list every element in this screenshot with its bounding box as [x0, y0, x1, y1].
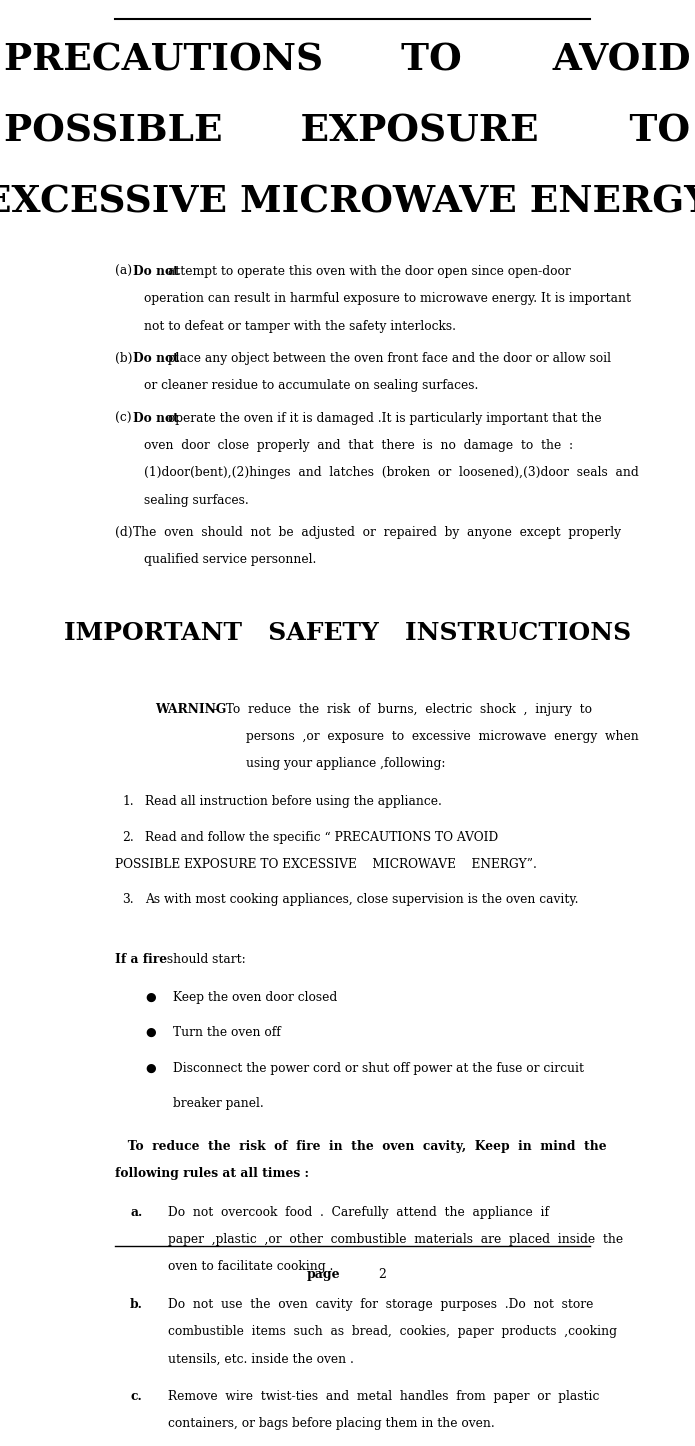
Text: 1.: 1.: [122, 795, 134, 808]
Text: utensils, etc. inside the oven .: utensils, etc. inside the oven .: [168, 1352, 354, 1365]
Text: Do not: Do not: [133, 353, 179, 366]
Text: EXCESSIVE MICROWAVE ENERGY: EXCESSIVE MICROWAVE ENERGY: [0, 184, 695, 221]
Text: ●: ●: [145, 1061, 156, 1074]
Text: Read and follow the specific “ PRECAUTIONS TO AVOID: Read and follow the specific “ PRECAUTIO…: [145, 830, 498, 843]
Text: The  oven  should  not  be  adjusted  or  repaired  by  anyone  except  properly: The oven should not be adjusted or repai…: [133, 526, 621, 539]
Text: PRECAUTIONS      TO       AVOID: PRECAUTIONS TO AVOID: [4, 42, 691, 78]
Text: ●: ●: [145, 991, 156, 1004]
Text: IMPORTANT   SAFETY   INSTRUCTIONS: IMPORTANT SAFETY INSTRUCTIONS: [64, 622, 631, 645]
Text: sealing surfaces.: sealing surfaces.: [144, 493, 249, 506]
Text: Turn the oven off: Turn the oven off: [173, 1027, 281, 1040]
Text: attempt to operate this oven with the door open since open-door: attempt to operate this oven with the do…: [165, 265, 571, 278]
Text: ●: ●: [145, 1027, 156, 1040]
Text: POSSIBLE EXPOSURE TO EXCESSIVE    MICROWAVE    ENERGY”.: POSSIBLE EXPOSURE TO EXCESSIVE MICROWAVE…: [115, 857, 537, 870]
Text: containers, or bags before placing them in the oven.: containers, or bags before placing them …: [168, 1417, 495, 1430]
Text: or cleaner residue to accumulate on sealing surfaces.: or cleaner residue to accumulate on seal…: [144, 379, 478, 392]
Text: should start:: should start:: [163, 953, 246, 966]
Text: (b): (b): [115, 353, 133, 366]
Text: Read all instruction before using the appliance.: Read all instruction before using the ap…: [145, 795, 442, 808]
Text: persons  ,or  exposure  to  excessive  microwave  energy  when: persons ,or exposure to excessive microw…: [246, 730, 639, 743]
Text: If a fire: If a fire: [115, 953, 167, 966]
Text: Keep the oven door closed: Keep the oven door closed: [173, 991, 337, 1004]
Text: WARNING: WARNING: [156, 703, 227, 716]
Text: (1)door(bent),(2)hinges  and  latches  (broken  or  loosened),(3)door  seals  an: (1)door(bent),(2)hinges and latches (bro…: [144, 467, 639, 480]
Text: (c): (c): [115, 412, 131, 425]
Text: Do not: Do not: [133, 265, 179, 278]
Text: not to defeat or tamper with the safety interlocks.: not to defeat or tamper with the safety …: [144, 320, 456, 333]
Text: a.: a.: [130, 1206, 142, 1219]
Text: Do  not  use  the  oven  cavity  for  storage  purposes  .Do  not  store: Do not use the oven cavity for storage p…: [168, 1299, 594, 1312]
Text: operation can result in harmful exposure to microwave energy. It is important: operation can result in harmful exposure…: [144, 292, 631, 305]
Text: qualified service personnel.: qualified service personnel.: [144, 554, 316, 567]
Text: page: page: [307, 1268, 341, 1281]
Text: POSSIBLE      EXPOSURE       TO: POSSIBLE EXPOSURE TO: [4, 113, 691, 149]
Text: –  To  reduce  the  risk  of  burns,  electric  shock  ,  injury  to: – To reduce the risk of burns, electric …: [208, 703, 592, 716]
Text: using your appliance ,following:: using your appliance ,following:: [246, 758, 446, 771]
Text: paper  ,plastic  ,or  other  combustible  materials  are  placed  inside  the: paper ,plastic ,or other combustible mat…: [168, 1232, 623, 1245]
Text: combustible  items  such  as  bread,  cookies,  paper  products  ,cooking: combustible items such as bread, cookies…: [168, 1325, 617, 1338]
Text: oven  door  close  properly  and  that  there  is  no  damage  to  the  :: oven door close properly and that there …: [144, 440, 573, 453]
Text: (d): (d): [115, 526, 133, 539]
Text: 2.: 2.: [122, 830, 134, 843]
Text: Do not: Do not: [133, 412, 179, 425]
Text: Disconnect the power cord or shut off power at the fuse or circuit: Disconnect the power cord or shut off po…: [173, 1061, 584, 1074]
Text: Do  not  overcook  food  .  Carefully  attend  the  appliance  if: Do not overcook food . Carefully attend …: [168, 1206, 549, 1219]
Text: 2: 2: [378, 1268, 386, 1281]
Text: (a): (a): [115, 265, 132, 278]
Text: place any object between the oven front face and the door or allow soil: place any object between the oven front …: [165, 353, 612, 366]
Text: 3.: 3.: [122, 894, 134, 907]
Text: As with most cooking appliances, close supervision is the oven cavity.: As with most cooking appliances, close s…: [145, 894, 579, 907]
Text: To  reduce  the  risk  of  fire  in  the  oven  cavity,  Keep  in  mind  the: To reduce the risk of fire in the oven c…: [115, 1141, 607, 1154]
Text: oven to facilitate cooking .: oven to facilitate cooking .: [168, 1259, 334, 1272]
Text: operate the oven if it is damaged .It is particularly important that the: operate the oven if it is damaged .It is…: [165, 412, 602, 425]
Text: Remove  wire  twist-ties  and  metal  handles  from  paper  or  plastic: Remove wire twist-ties and metal handles…: [168, 1390, 599, 1403]
Text: following rules at all times :: following rules at all times :: [115, 1167, 309, 1180]
Text: c.: c.: [130, 1390, 142, 1403]
Text: b.: b.: [130, 1299, 143, 1312]
Text: breaker panel.: breaker panel.: [173, 1098, 264, 1111]
